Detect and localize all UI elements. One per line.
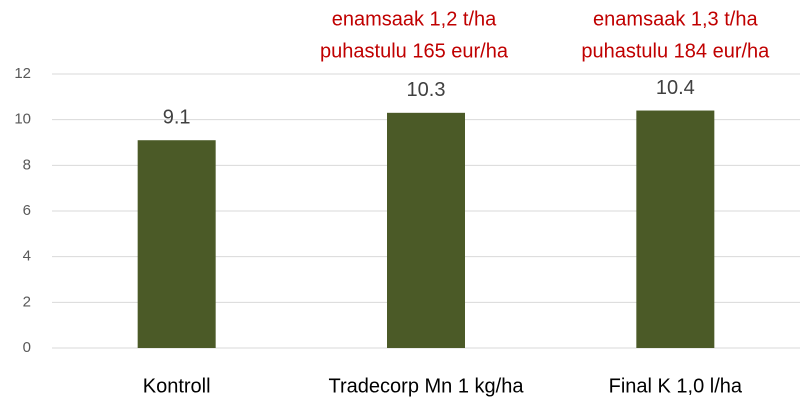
annotation: puhastulu 184 eur/ha <box>581 40 770 62</box>
value-label: 9.1 <box>163 106 191 128</box>
value-label: 10.3 <box>407 79 446 101</box>
value-label: 10.4 <box>656 77 695 99</box>
y-tick-label: 6 <box>23 202 31 219</box>
annotation: enamsaak 1,3 t/ha <box>593 8 758 30</box>
y-tick-label: 8 <box>23 156 31 173</box>
bar <box>137 140 216 348</box>
y-tick-label: 10 <box>14 111 31 128</box>
annotation: puhastulu 165 eur/ha <box>320 40 509 62</box>
x-tick-label: Kontroll <box>143 375 211 397</box>
y-tick-label: 12 <box>14 65 31 82</box>
x-tick-label: Tradecorp Mn 1 kg/ha <box>329 375 525 397</box>
bar <box>387 112 465 348</box>
x-tick-label: Final K 1,0 l/ha <box>609 375 743 397</box>
bar <box>636 110 715 349</box>
y-tick-label: 2 <box>23 293 31 310</box>
y-tick-label: 4 <box>23 248 31 265</box>
annotation: enamsaak 1,2 t/ha <box>332 8 497 30</box>
y-tick-label: 0 <box>23 339 31 356</box>
